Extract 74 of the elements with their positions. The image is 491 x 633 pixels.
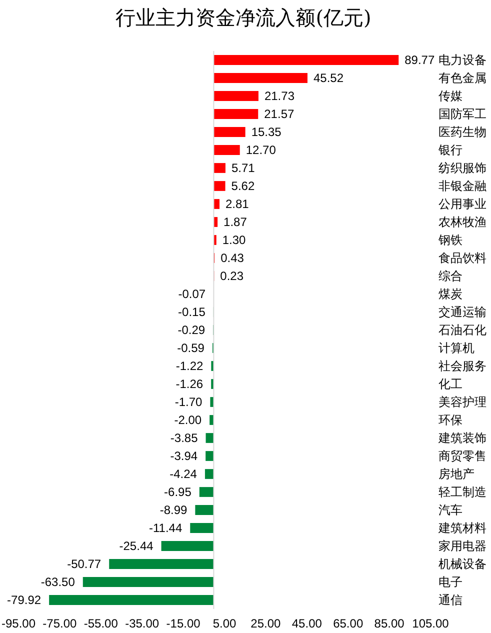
y-tick-label: 商贸零售 [438,449,486,463]
data-label: 21.57 [264,107,294,121]
y-tick-label: 美容护理 [438,395,486,409]
y-tick-label: 非银金融 [438,179,486,193]
data-label: -79.92 [7,593,42,607]
data-label: -0.15 [178,305,206,319]
data-label: -1.22 [176,359,204,373]
y-tick-label: 石油石化 [438,323,486,337]
x-tick-label: 105.00 [412,616,450,630]
y-tick-label: 银行 [438,143,462,157]
data-label: -1.70 [174,395,203,409]
y-tick-label: 纺织服饰 [438,161,486,175]
x-tick-label: 25.00 [250,616,282,630]
x-tick-label: 45.00 [292,616,322,630]
y-tick-label: 电子 [438,575,462,589]
data-label: 45.52 [313,71,344,85]
data-label: -63.50 [40,575,76,589]
data-label: -3.94 [170,449,198,463]
x-tick-label: -95.00 [1,616,36,630]
data-label: 15.35 [251,125,282,139]
y-tick-label: 交通运输 [438,305,486,319]
y-tick-label: 钢铁 [438,233,462,247]
chart-title: 行业主力资金净流入额(亿元) [116,6,372,30]
x-tick-label: 5.00 [212,616,236,630]
y-tick-label: 化工 [438,377,462,391]
y-tick-label: 建筑材料 [438,521,486,535]
y-tick-label: 通信 [438,593,462,607]
y-tick-label: 房地产 [438,467,474,481]
data-label: 21.73 [264,89,295,103]
x-tick-label: -35.00 [125,616,160,630]
y-tick-label: 医药生物 [438,125,486,139]
y-tick-label: 建筑装饰 [438,431,486,445]
data-label: 2.81 [225,197,250,211]
data-label: -2.00 [174,413,202,427]
data-label: -25.44 [119,539,154,553]
data-label: -50.77 [67,557,102,571]
y-tick-label: 环保 [438,413,462,427]
data-label: -11.44 [148,521,182,535]
x-tick-label: 65.00 [333,616,364,630]
data-label: -6.95 [164,485,192,499]
y-tick-label: 轻工制造 [438,485,486,499]
data-label: 1.30 [222,233,246,247]
y-tick-label: 汽车 [438,503,462,517]
y-tick-label: 食品饮料 [438,251,486,265]
data-label: -4.24 [170,467,198,481]
y-tick-label: 计算机 [438,341,474,355]
y-tick-label: 农林牧渔 [438,215,486,229]
x-tick-label: -15.00 [166,616,201,630]
data-label: 89.77 [404,53,435,67]
y-tick-label: 综合 [438,269,462,283]
y-tick-label: 有色金属 [438,71,486,85]
y-tick-label: 家用电器 [438,539,486,553]
data-label: -3.85 [170,431,198,445]
x-tick-label: -75.00 [42,616,78,630]
data-label: -0.59 [177,341,205,355]
y-tick-label: 公用事业 [438,197,486,211]
data-label: 1.87 [224,215,248,229]
y-tick-label: 机械设备 [438,557,486,571]
x-tick-label: 85.00 [374,616,405,630]
data-label: 12.70 [246,143,276,157]
data-label: -0.29 [178,323,206,337]
data-label: 5.71 [231,161,256,175]
data-label: 0.23 [220,269,244,283]
y-tick-label: 传媒 [438,89,462,103]
y-tick-label: 电力设备 [438,53,486,67]
y-tick-label: 煤炭 [438,287,462,301]
data-label: -0.07 [178,287,206,301]
y-tick-label: 国防军工 [438,107,486,121]
y-tick-label: 社会服务 [438,359,486,373]
data-label: 0.43 [220,251,244,265]
data-label: -1.26 [176,377,204,391]
data-label: 5.62 [231,179,255,193]
x-tick-label: -55.00 [84,616,118,630]
data-label: -8.99 [160,503,188,517]
